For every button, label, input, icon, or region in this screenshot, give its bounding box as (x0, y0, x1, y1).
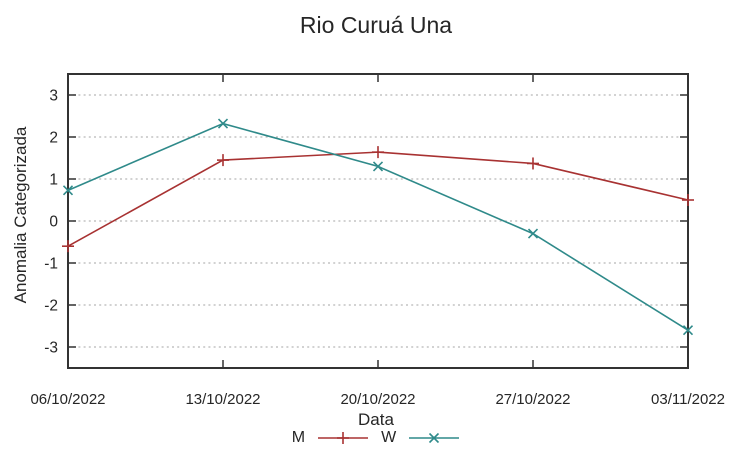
y-tick-label: 0 (49, 214, 58, 231)
plot-border (67, 73, 689, 369)
x-tick-label: 03/11/2022 (651, 391, 725, 408)
legend-sample-m-icon (318, 432, 369, 444)
y-tick-label: 1 (49, 172, 58, 189)
y-tick-label: 3 (49, 88, 58, 105)
marker-cross-W (62, 185, 74, 196)
legend-marker-W (429, 432, 440, 444)
x-tick-label: 27/10/2022 (495, 391, 570, 408)
legend-label-w: W (381, 429, 397, 446)
chart-title: Rio Curuá Una (299, 12, 453, 38)
y-tick-label: 2 (49, 130, 58, 147)
x-tick-label: 06/10/2022 (30, 391, 105, 408)
y-tick-label: -3 (44, 340, 58, 357)
x-tick-label: 20/10/2022 (340, 391, 415, 408)
marker-cross-W (217, 118, 229, 129)
legend-sample-w-icon (409, 432, 460, 444)
legend-label-m: M (291, 429, 306, 446)
y-axis-label: Anomalia Categorizada (11, 126, 30, 304)
legend: M W (0, 429, 752, 447)
y-tick-label: -1 (44, 256, 58, 273)
marker-cross-W (372, 161, 384, 172)
x-axis-label: Data (358, 410, 394, 429)
y-tick-label: -2 (44, 298, 58, 315)
marker-cross-W (527, 228, 539, 239)
marker-cross-W (682, 325, 694, 336)
x-tick-label: 13/10/2022 (185, 391, 260, 408)
